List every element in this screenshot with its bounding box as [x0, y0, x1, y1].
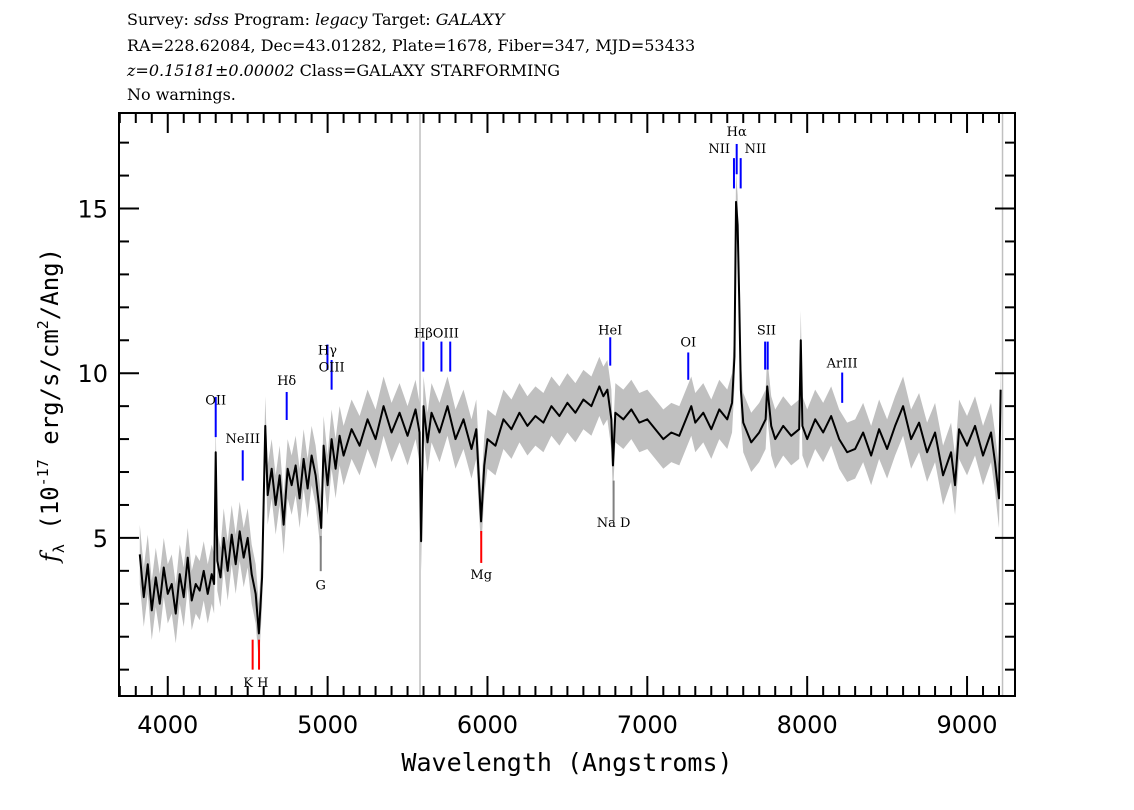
x-axis-title: Wavelength (Angstroms) — [401, 748, 732, 777]
line-marker-label: SII — [757, 323, 776, 338]
header-line-2: RA=228.62084, Dec=43.01282, Plate=1678, … — [127, 36, 696, 55]
flux-noise-band — [139, 172, 1001, 664]
header-line-3: z=0.15181±0.00002 Class=GALAXY STARFORMI… — [127, 61, 560, 80]
x-tick-label: 9000 — [937, 711, 998, 739]
target-label: Target: — [372, 10, 431, 29]
line-marker-label: OII — [205, 394, 226, 409]
y-tick-label: 5 — [93, 525, 108, 553]
line-marker-label: OIII — [433, 326, 459, 341]
line-marker-label: HeI — [598, 323, 622, 338]
line-marker-label: K H — [243, 676, 268, 691]
y-axis-exponent: -17 — [34, 459, 52, 486]
y-tick-label: 10 — [77, 360, 108, 388]
program-label: Program: — [233, 10, 310, 29]
line-marker-label: OIII — [319, 361, 345, 376]
survey-label: Survey: — [127, 10, 189, 29]
x-tick-label: 4000 — [137, 711, 198, 739]
y-axis-prefix: (10 — [36, 486, 64, 544]
line-marker-label: OI — [680, 336, 696, 351]
line-marker-label: Hβ — [414, 326, 433, 341]
x-tick-label: 8000 — [777, 711, 838, 739]
y-axis-middle: erg/s/cm — [36, 329, 64, 459]
target-value: GALAXY — [435, 10, 505, 29]
redshift: z=0.15181±0.00002 — [127, 61, 295, 80]
line-marker-label: Hα — [727, 125, 747, 140]
y-tick-label: 15 — [77, 196, 108, 224]
line-marker-label: ArIII — [826, 357, 858, 372]
line-marker-label: NeIII — [225, 432, 259, 447]
x-tick-label: 7000 — [617, 711, 678, 739]
flux-series-line — [138, 200, 1002, 635]
header-warnings: No warnings. — [127, 85, 236, 104]
x-tick-label: 5000 — [297, 711, 358, 739]
x-tick-label: 6000 — [457, 711, 518, 739]
y-axis-exponent2: 2 — [34, 320, 52, 329]
line-marker-label: NII — [708, 142, 730, 157]
survey-value: sdss — [193, 10, 229, 29]
y-axis-title: fλ (10-17 erg/s/cm2/Ang) — [34, 248, 68, 564]
line-marker-label: G — [316, 578, 326, 593]
header-line-1: Survey: sdss Program: legacy Target: GAL… — [127, 10, 504, 29]
line-marker-label: Na D — [597, 516, 631, 531]
y-axis-suffix: /Ang) — [36, 248, 64, 320]
line-marker-label: Mg — [470, 568, 492, 583]
line-marker-label: Hδ — [277, 374, 296, 389]
program-value: legacy — [315, 10, 368, 29]
line-marker-label: Hγ — [318, 343, 337, 358]
y-axis-subscript: λ — [50, 544, 68, 553]
line-marker-label: NII — [745, 142, 767, 157]
class: Class=GALAXY STARFORMING — [299, 61, 561, 80]
